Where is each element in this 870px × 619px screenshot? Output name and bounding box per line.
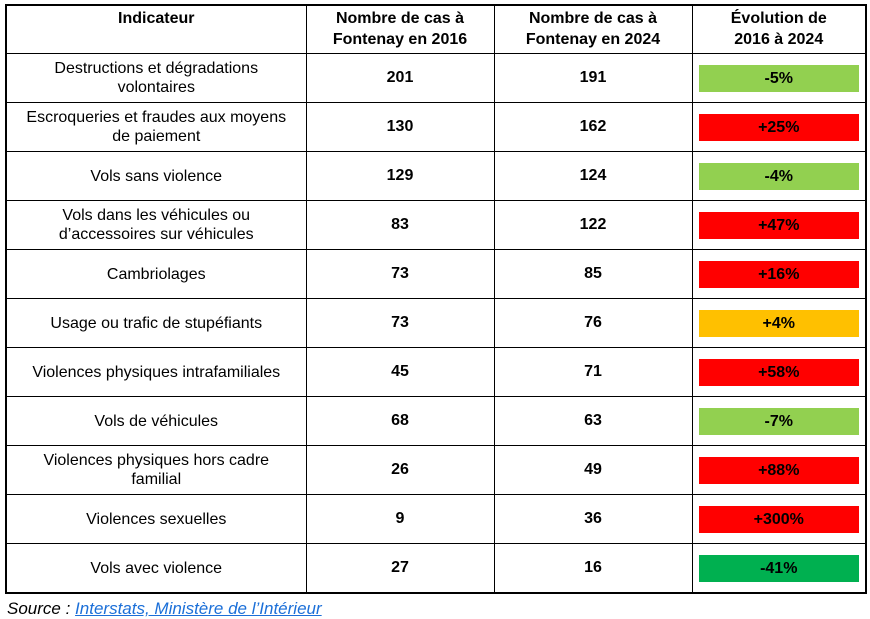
header-line: Nombre de cas à xyxy=(335,10,465,27)
indicator-cell: Escroqueries et fraudes aux moyens de pa… xyxy=(5,102,307,152)
cases-2024-cell: 162 xyxy=(493,102,693,152)
indicator-cell: Vols sans violence xyxy=(5,151,307,201)
cases-2016-cell: 9 xyxy=(305,494,495,544)
indicator-cell: Violences physiques hors cadre familial xyxy=(5,445,307,495)
source-link[interactable]: Interstats, Ministère de l’Intérieur xyxy=(75,599,322,618)
header-line: Nombre de cas à xyxy=(528,10,658,27)
cases-2024-cell: 191 xyxy=(493,53,693,103)
evolution-badge: -5% xyxy=(698,64,859,92)
evolution-badge: +300% xyxy=(698,505,859,533)
evolution-cell: -4% xyxy=(691,151,867,201)
cases-2016-cell: 130 xyxy=(305,102,495,152)
header-line: Fontenay en 2016 xyxy=(332,31,468,48)
table-row: Violences physiques hors cadre familial … xyxy=(5,445,867,495)
evolution-badge: +4% xyxy=(698,309,859,337)
table-row: Destructions et dégradations volontaires… xyxy=(5,53,867,103)
header-row: Indicateur Nombre de cas à Fontenay en 2… xyxy=(5,4,867,54)
cases-2024-cell: 71 xyxy=(493,347,693,397)
table-row: Vols dans les véhicules ou d’accessoires… xyxy=(5,200,867,250)
evolution-cell: +300% xyxy=(691,494,867,544)
cases-2016-cell: 26 xyxy=(305,445,495,495)
table-row: Cambriolages 73 85 +16% xyxy=(5,249,867,299)
cases-2024-cell: 63 xyxy=(493,396,693,446)
indicator-cell: Usage ou trafic de stupéfiants xyxy=(5,298,307,348)
source-line: Source : Interstats, Ministère de l’Inté… xyxy=(5,598,870,619)
evolution-badge: -41% xyxy=(698,554,859,582)
evolution-cell: -5% xyxy=(691,53,867,103)
evolution-cell: +88% xyxy=(691,445,867,495)
evolution-cell: +25% xyxy=(691,102,867,152)
evolution-cell: +4% xyxy=(691,298,867,348)
indicator-cell: Vols de véhicules xyxy=(5,396,307,446)
header-line: Indicateur xyxy=(118,10,195,27)
column-header-cases-2024: Nombre de cas à Fontenay en 2024 xyxy=(493,4,693,54)
cases-2016-cell: 73 xyxy=(305,249,495,299)
evolution-badge: +16% xyxy=(698,260,859,288)
evolution-cell: +16% xyxy=(691,249,867,299)
cases-2016-cell: 73 xyxy=(305,298,495,348)
table-row: Vols sans violence 129 124 -4% xyxy=(5,151,867,201)
cases-2024-cell: 85 xyxy=(493,249,693,299)
column-header-indicateur: Indicateur xyxy=(5,4,307,54)
table-header: Indicateur Nombre de cas à Fontenay en 2… xyxy=(5,4,867,54)
column-header-evolution: Évolution de 2016 à 2024 xyxy=(691,4,867,54)
cases-2016-cell: 27 xyxy=(305,543,495,594)
cases-2016-cell: 45 xyxy=(305,347,495,397)
header-line: 2016 à 2024 xyxy=(734,31,824,48)
cases-2016-cell: 83 xyxy=(305,200,495,250)
cases-2016-cell: 68 xyxy=(305,396,495,446)
table-row: Violences physiques intrafamiliales 45 7… xyxy=(5,347,867,397)
table-row: Usage ou trafic de stupéfiants 73 76 +4% xyxy=(5,298,867,348)
cases-2024-cell: 49 xyxy=(493,445,693,495)
cases-2024-cell: 36 xyxy=(493,494,693,544)
cases-2024-cell: 124 xyxy=(493,151,693,201)
indicator-cell: Destructions et dégradations volontaires xyxy=(5,53,307,103)
cases-2024-cell: 16 xyxy=(493,543,693,594)
column-header-cases-2016: Nombre de cas à Fontenay en 2016 xyxy=(305,4,495,54)
evolution-cell: +47% xyxy=(691,200,867,250)
header-line: Évolution de xyxy=(730,10,827,27)
table-row: Vols de véhicules 68 63 -7% xyxy=(5,396,867,446)
evolution-badge: +25% xyxy=(698,113,859,141)
evolution-badge: -4% xyxy=(698,162,859,190)
indicator-cell: Violences physiques intrafamiliales xyxy=(5,347,307,397)
crime-stats-table: Indicateur Nombre de cas à Fontenay en 2… xyxy=(5,4,867,594)
cases-2024-cell: 122 xyxy=(493,200,693,250)
table-row: Escroqueries et fraudes aux moyens de pa… xyxy=(5,102,867,152)
table-body: Destructions et dégradations volontaires… xyxy=(5,53,867,594)
cases-2016-cell: 129 xyxy=(305,151,495,201)
indicator-cell: Cambriolages xyxy=(5,249,307,299)
evolution-cell: -7% xyxy=(691,396,867,446)
cases-2024-cell: 76 xyxy=(493,298,693,348)
cases-2016-cell: 201 xyxy=(305,53,495,103)
evolution-badge: +88% xyxy=(698,456,859,484)
evolution-badge: +47% xyxy=(698,211,859,239)
indicator-cell: Violences sexuelles xyxy=(5,494,307,544)
evolution-badge: -7% xyxy=(698,407,859,435)
evolution-cell: +58% xyxy=(691,347,867,397)
table-row: Vols avec violence 27 16 -41% xyxy=(5,543,867,594)
header-line: Fontenay en 2024 xyxy=(525,31,661,48)
evolution-badge: +58% xyxy=(698,358,859,386)
table-row: Violences sexuelles 9 36 +300% xyxy=(5,494,867,544)
indicator-cell: Vols avec violence xyxy=(5,543,307,594)
evolution-cell: -41% xyxy=(691,543,867,594)
source-prefix-label: Source : xyxy=(7,599,76,618)
indicator-cell: Vols dans les véhicules ou d’accessoires… xyxy=(5,200,307,250)
